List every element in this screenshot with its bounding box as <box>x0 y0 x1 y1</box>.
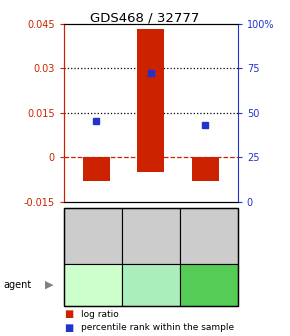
Bar <box>192 157 219 181</box>
Text: ■: ■ <box>64 323 73 333</box>
Text: percentile rank within the sample: percentile rank within the sample <box>81 323 234 332</box>
Text: CGS: CGS <box>197 280 221 290</box>
Bar <box>83 157 110 181</box>
Text: GDS468 / 32777: GDS468 / 32777 <box>90 12 200 25</box>
Text: GSM9188: GSM9188 <box>204 214 213 258</box>
Text: ■: ■ <box>64 309 73 319</box>
Text: GSM9163: GSM9163 <box>146 214 155 258</box>
Text: agent: agent <box>3 280 31 290</box>
Text: DITPA: DITPA <box>135 280 167 290</box>
Text: ▶: ▶ <box>45 280 54 290</box>
Bar <box>137 30 164 172</box>
Text: log ratio: log ratio <box>81 310 119 319</box>
Text: T3: T3 <box>86 280 100 290</box>
Text: GSM9183: GSM9183 <box>88 214 97 258</box>
